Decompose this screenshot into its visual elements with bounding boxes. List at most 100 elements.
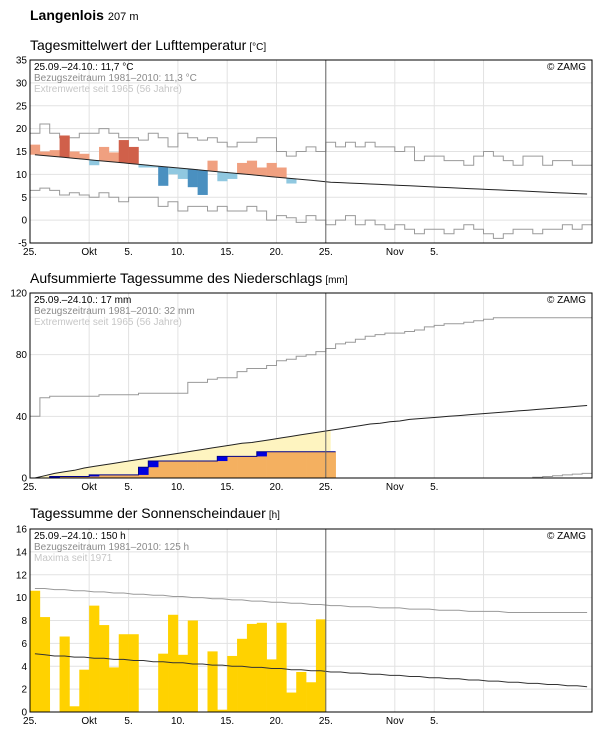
sunshine-bar <box>177 654 189 712</box>
precipitation-observed-bar <box>286 451 297 478</box>
precipitation-x-tick-label: 5. <box>430 482 438 493</box>
temperature-bar <box>286 178 297 184</box>
station-name: Langenlois <box>30 7 104 23</box>
temperature-y-tick-label: 5 <box>21 193 27 204</box>
sunshine-y-tick-label: 0 <box>21 708 27 719</box>
temperature-min-line <box>30 187 592 239</box>
sunshine-bar <box>158 653 169 712</box>
precipitation-observed-bar <box>296 451 307 478</box>
sunshine-normal-line <box>34 653 588 688</box>
precipitation-info-line: Extremwerte seit 1965 (56 Jahre) <box>34 317 182 328</box>
temperature-title-text: Tagesmittelwert der Lufttemperatur <box>30 37 247 53</box>
precipitation-observed-bar <box>59 476 70 478</box>
temperature-bar <box>207 160 218 172</box>
sunshine-y-tick-label: 6 <box>21 639 27 650</box>
temperature-x-tick-label: 5. <box>124 247 132 258</box>
sunshine-bar <box>315 619 327 712</box>
precipitation-observed-bar <box>325 451 336 478</box>
temperature-normal-line <box>34 154 588 195</box>
precipitation-observed-bar <box>266 451 277 478</box>
temperature-y-tick-label: -5 <box>18 239 27 250</box>
precipitation-observed-bar <box>79 476 90 478</box>
precipitation-y-tick-label: 40 <box>16 412 28 423</box>
station-header: Langenlois 207 m <box>30 7 138 23</box>
temperature-y-tick-label: 25 <box>16 101 28 112</box>
precipitation-observed-bar <box>306 451 317 478</box>
precipitation-observed-bar <box>187 461 198 478</box>
precipitation-copyright: © ZAMG <box>547 295 586 306</box>
temperature-bar <box>30 144 41 155</box>
temperature-y-tick-label: 10 <box>16 170 28 181</box>
precipitation-info-line: 25.09.–24.10.: 17 mm <box>34 295 131 306</box>
precipitation-observed-bar <box>158 461 169 478</box>
precipitation-observed-bar <box>197 461 208 478</box>
temperature-bar <box>187 169 198 188</box>
temperature-y-tick-label: 30 <box>16 78 28 89</box>
sunshine-bar <box>237 638 248 712</box>
sunshine-bar <box>79 669 90 712</box>
sunshine-bar <box>30 590 41 712</box>
precipitation-x-tick-label: 20. <box>270 482 284 493</box>
precipitation-x-tick-label: Nov <box>386 482 404 493</box>
sunshine-y-tick-label: 16 <box>16 525 28 536</box>
temperature-info-line: Extremwerte seit 1965 (56 Jahre) <box>34 84 182 95</box>
sunshine-bar <box>69 706 80 712</box>
temperature-bar <box>79 153 90 160</box>
temperature-y-tick-label: 0 <box>21 216 27 227</box>
temperature-bar <box>148 165 159 168</box>
precipitation-observed-bar <box>128 474 139 478</box>
precipitation-observed-bar <box>246 456 258 478</box>
sunshine-bar <box>306 682 317 712</box>
temperature-x-tick-label: 15. <box>220 247 234 258</box>
precipitation-daily-increment <box>49 476 60 478</box>
sunshine-frame <box>29 528 593 713</box>
precipitation-x-tick-label: 15. <box>220 482 234 493</box>
precipitation-observed-bar <box>217 456 228 478</box>
temperature-bar <box>237 162 248 174</box>
sunshine-unit: [h] <box>268 510 280 521</box>
temperature-bar <box>177 168 189 179</box>
temperature-bar <box>99 146 110 162</box>
sunshine-bar <box>108 667 120 712</box>
temperature-y-tick-label: 35 <box>16 56 28 67</box>
sunshine-chart-title: Tagessumme der Sonnenscheindauer [h] <box>30 505 280 521</box>
precipitation-observed-bar <box>148 461 159 478</box>
temperature-bar <box>197 170 208 195</box>
sunshine-x-tick-label: 20. <box>270 716 284 727</box>
temperature-bar <box>108 152 120 163</box>
sunshine-y-tick-label: 2 <box>21 685 27 696</box>
precipitation-observed-bar <box>237 456 248 478</box>
temperature-bar <box>276 167 287 178</box>
precipitation-observed-bar <box>69 476 80 478</box>
temperature-bar <box>69 151 80 159</box>
sunshine-info-line: Maxima seit 1971 <box>34 553 113 564</box>
temperature-bar <box>256 167 267 176</box>
precipitation-observed-bar <box>227 456 238 478</box>
sunshine-y-tick-label: 12 <box>16 570 28 581</box>
temperature-bar <box>118 140 129 163</box>
sunshine-x-tick-label: Okt <box>81 716 97 727</box>
temperature-bar <box>39 151 51 156</box>
sunshine-bar <box>128 634 139 712</box>
precipitation-observed-bar <box>108 474 120 478</box>
precipitation-x-tick-label: Okt <box>81 482 97 493</box>
precipitation-title-text: Aufsummierte Tagessumme des Niederschlag… <box>30 270 323 286</box>
precipitation-x-tick-label: 10. <box>171 482 185 493</box>
temperature-bar <box>217 172 228 182</box>
sunshine-x-tick-label: 5. <box>124 716 132 727</box>
temperature-max-line <box>30 123 592 166</box>
precipitation-observed-line <box>30 451 336 479</box>
sunshine-bar <box>286 692 297 712</box>
precipitation-observed-bar <box>99 474 110 478</box>
precipitation-y-tick-label: 80 <box>16 350 28 361</box>
sunshine-bar <box>187 620 198 712</box>
temperature-unit: [°C] <box>249 42 267 53</box>
sunshine-bar <box>59 636 70 712</box>
precipitation-normal-line <box>34 405 588 479</box>
precipitation-daily-increment <box>217 456 228 462</box>
sunshine-info-line: 25.09.–24.10.: 150 h <box>34 531 126 542</box>
precipitation-observed-bar <box>177 461 189 478</box>
sunshine-bar <box>39 617 51 712</box>
precipitation-observed-bar <box>276 451 287 478</box>
precipitation-x-tick-label: 25. <box>319 482 333 493</box>
